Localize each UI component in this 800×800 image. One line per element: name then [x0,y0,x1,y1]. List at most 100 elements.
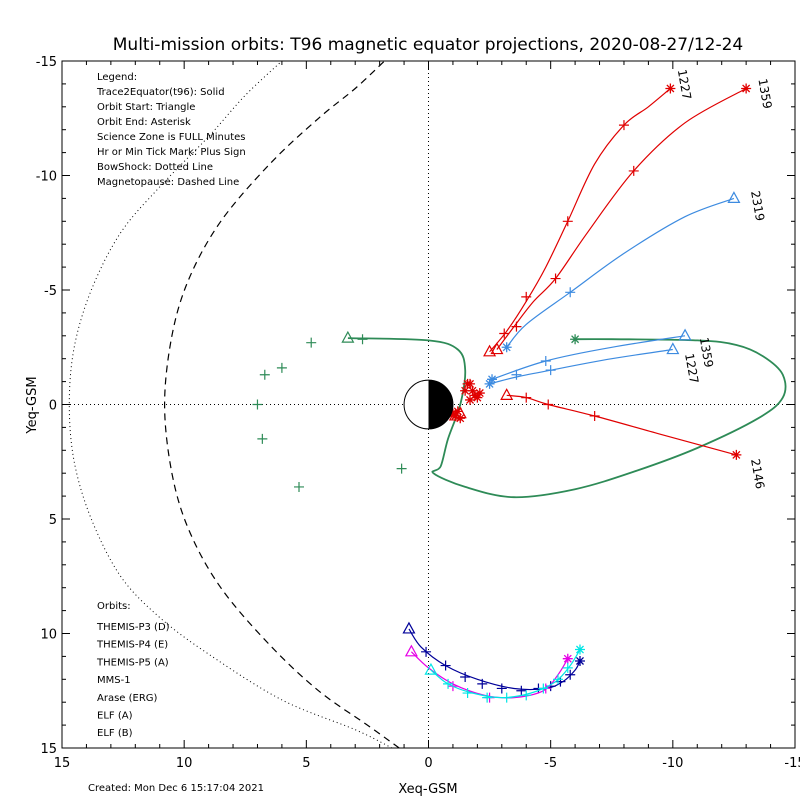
orbit-legend-item: MMS-1 [97,675,131,686]
tick-mark [440,660,451,671]
orbit-start-marker [404,644,418,657]
orbit-end-marker [574,655,585,666]
orbit-start-marker [727,191,741,203]
series-line [506,197,735,348]
tick-mark [257,433,268,444]
orbit-start-marker [424,662,438,675]
orbit-start-marker [341,330,355,343]
tick-mark [496,683,507,694]
elf-cluster-marker [465,378,476,389]
elf-cluster-marker [460,385,471,396]
tick-mark [396,463,407,474]
series-time-label: 1359 [755,77,774,110]
series-time-label: 2146 [748,458,767,491]
orbit-start-marker [402,621,416,634]
legend: Legend: Trace2Equator(t96): Solid Orbit St… [96,72,246,188]
background-curves [62,60,795,749]
x-tick-label: -15 [784,756,800,771]
tick-mark [357,334,368,345]
x-tick-label: 5 [302,756,310,771]
tick-mark [521,690,532,701]
orbit-end-marker [741,83,752,94]
y-tick-label: 5 [49,513,57,528]
y-tick-label: 0 [49,399,57,414]
series-line [489,88,671,353]
orbit-legend-item: THEMIS-P4 (E) [96,640,168,651]
series-time-label: 1359 [697,336,716,369]
tick-mark [477,678,488,689]
series-line [430,649,581,699]
orbit-legend-item: THEMIS-P3 (D) [96,622,170,633]
orbit-end-marker [484,378,495,389]
legend-line: Science Zone is FULL Minutes [97,132,246,143]
tick-mark [543,399,554,410]
y-tick-label: 15 [40,742,57,757]
elf-cluster-start [453,406,467,419]
tick-mark [252,399,263,410]
earth-icon [403,379,454,430]
x-tick-label: 0 [424,756,432,771]
orbit-end-marker [570,334,581,345]
tick-mark [521,392,532,403]
elf-cluster-start [448,408,462,421]
legend-line: Magnetopause: Dashed Line [97,177,239,188]
orbit-legend-item: THEMIS-P5 (A) [96,657,169,668]
orbit-start-marker [490,342,504,355]
legend-line: Legend: [97,72,137,83]
orbit-end-marker [487,374,498,385]
x-tick-label: 10 [176,756,193,771]
series-time-label: 1227 [675,68,694,101]
tick-mark [516,685,527,696]
tick-mark [538,683,549,694]
tick-mark [482,692,493,703]
tick-mark [552,674,563,685]
tick-mark [628,165,639,176]
series-line [491,335,686,380]
tick-mark [565,287,576,298]
tick-mark [294,481,305,492]
legend-line: Orbit Start: Triangle [97,102,195,113]
tick-mark [618,120,629,131]
tick-mark [521,291,532,302]
legend-line: Orbit End: Asterisk [97,117,191,128]
x-tick-label: -5 [544,756,557,771]
orbit-legend-item: ELF (A) [97,711,133,722]
tick-mark [462,688,473,699]
created-timestamp: Created: Mon Dec 6 15:17:04 2021 [88,783,264,794]
orbit-end-marker [574,644,585,655]
series-time-label: 1227 [682,352,701,385]
tick-mark [511,369,522,380]
chart-title: Multi-mission orbits: T96 magnetic equat… [113,35,744,55]
orbit-end-marker [562,653,573,664]
y-tick-label: -5 [44,284,57,299]
orbits-legend: Orbits: THEMIS-P3 (D) THEMIS-P4 (E) THEMIS-… [96,601,170,739]
tick-mark [540,355,551,366]
tick-mark [306,337,317,348]
tick-mark [555,676,566,687]
series-line [347,337,787,499]
series-line [506,394,737,456]
elf-cluster-marker [465,394,476,405]
elf-cluster-marker [472,392,483,403]
y-axis-label: Yeq-GSM [25,376,40,434]
tick-mark [562,216,573,227]
legend-line: Trace2Equator(t96): Solid [96,87,225,98]
tick-mark [589,410,600,421]
tick-mark [565,669,576,680]
orbit-legend-item: ELF (B) [97,728,133,739]
tick-mark [421,646,432,657]
y-tick-label: -10 [36,170,57,185]
tick-mark [545,365,556,376]
elf-cluster-marker [467,385,478,396]
tick-mark [276,362,287,373]
x-tick-label: -10 [662,756,683,771]
orbit-end-marker [731,449,742,460]
tick-mark [511,321,522,332]
series-line [408,628,581,691]
orbit-legend-item: Arase (ERG) [97,693,158,704]
tick-mark [501,692,512,703]
orbit-end-marker [665,83,676,94]
magnetopause-line [163,60,400,749]
